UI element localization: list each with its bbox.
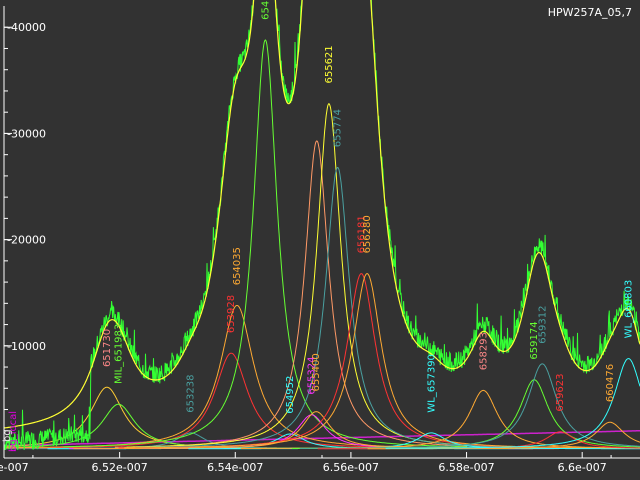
x-tick-label: 6.56e-007: [323, 461, 379, 474]
chart-title: HPW257A_05,7: [548, 6, 632, 19]
x-tick-label: 6.58e-007: [438, 461, 494, 474]
peak-label: WL_660803: [623, 280, 634, 339]
peak-label: 655774: [333, 109, 344, 147]
y-tick-label: -20000: [7, 234, 46, 247]
peak-label: 658293: [478, 332, 489, 370]
peak-label: 656181: [356, 215, 367, 253]
x-tick-label: 6.5e-007: [0, 461, 29, 474]
x-tick-label: 6.54e-007: [207, 461, 263, 474]
peak-label: 655324: [307, 356, 318, 394]
x-tick-label: 6.52e-007: [92, 461, 148, 474]
peak-component-20: [385, 358, 640, 449]
peak-label: 654035: [232, 247, 243, 285]
peak-label: 655621: [324, 45, 335, 83]
peak-label: 659312: [537, 305, 548, 343]
peak-label: 655400: [311, 353, 322, 391]
peak-component-11: [135, 167, 540, 448]
y-tick-label: -40000: [7, 21, 46, 34]
bg-local-line: [4, 430, 640, 447]
peak-label: 656280: [362, 215, 373, 253]
peak-label: 651730: [102, 329, 113, 367]
side-label-bg-local: bg_local: [8, 411, 19, 452]
peak-label: 659174: [529, 321, 540, 359]
peak-label: 654952: [285, 376, 296, 414]
peak-label: 653928: [226, 295, 237, 333]
peak-label: 660476: [605, 364, 616, 402]
peak-label: 653238: [186, 375, 197, 413]
x-tick-label: 6.6e-007: [558, 461, 607, 474]
peak-label: MIL_651983: [113, 324, 124, 384]
peak-label: 659623: [555, 373, 566, 411]
peak-component-13: [124, 273, 610, 449]
y-tick-label: -30000: [7, 127, 46, 140]
peak-label: 654522: [260, 0, 271, 20]
side-label-bg: bg: [2, 429, 13, 442]
measured-spectrum-line: [3, 0, 640, 450]
fit-curve-line: [3, 0, 640, 429]
peak-component-5: [63, 39, 468, 448]
y-tick-label: -10000: [7, 340, 46, 353]
peak-component-17: [299, 363, 640, 449]
peak-label: WL_657390: [426, 354, 437, 413]
